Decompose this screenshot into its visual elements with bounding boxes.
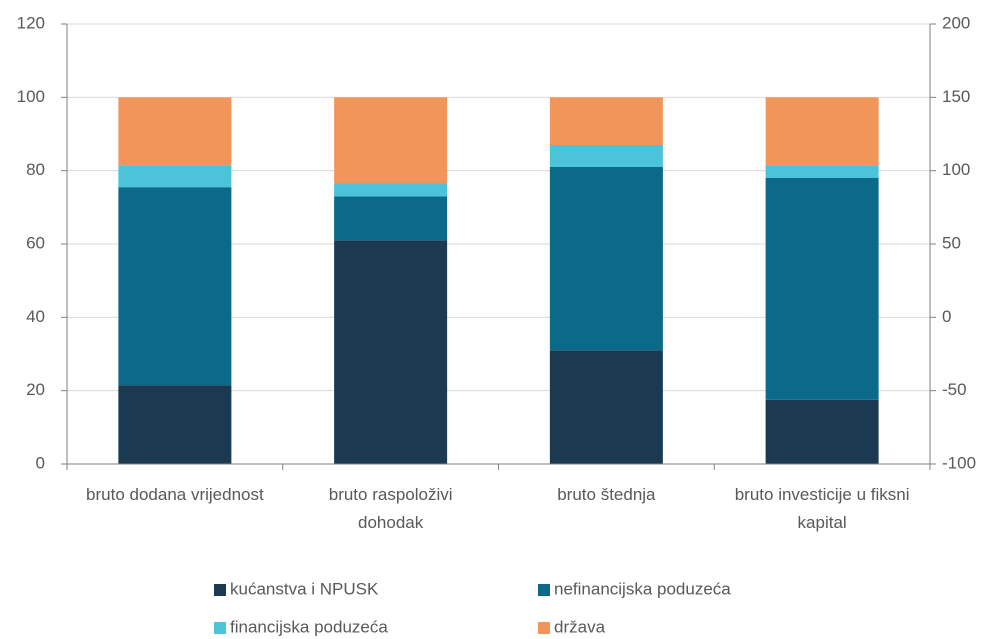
- bar-segment: [549, 145, 663, 167]
- bar-segment: [334, 97, 448, 184]
- y2-tick-label: 100: [942, 160, 970, 179]
- bar-segment: [118, 97, 232, 166]
- bar-segment: [334, 240, 448, 464]
- legend-swatch: [538, 622, 550, 634]
- y-tick-label: 120: [17, 13, 45, 32]
- bar-segment: [765, 178, 879, 400]
- bar-segment: [118, 165, 232, 188]
- y-tick-label: 20: [26, 380, 45, 399]
- y-tick-label: 100: [17, 87, 45, 106]
- y-tick-label: 0: [36, 453, 45, 472]
- y-tick-label: 60: [26, 233, 45, 252]
- bar-segment: [765, 399, 879, 464]
- legend-swatch: [214, 622, 226, 634]
- y-tick-label: 80: [26, 160, 45, 179]
- bar-segment: [118, 385, 232, 464]
- x-tick-label: bruto investicije u fiksni kapital: [734, 485, 910, 532]
- x-tick-label: bruto raspoloživi dohodak: [328, 485, 453, 532]
- x-tick-label: bruto štednja: [557, 485, 656, 504]
- y2-tick-label: 150: [942, 87, 970, 106]
- bar-segment: [549, 167, 663, 351]
- y2-tick-label: 200: [942, 13, 970, 32]
- bar-segment: [118, 187, 232, 386]
- bar-segment: [549, 350, 663, 464]
- y-tick-label: 40: [26, 307, 45, 326]
- y2-tick-label: 50: [942, 233, 961, 252]
- legend-label: država: [554, 617, 606, 636]
- bar-segment: [765, 165, 879, 178]
- y2-tick-label: -50: [942, 380, 967, 399]
- legend-label: nefinancijska poduzeća: [554, 579, 731, 598]
- legend-swatch: [538, 584, 550, 596]
- legend-label: financijska poduzeća: [230, 617, 388, 636]
- x-tick-label: bruto dodana vrijednost: [86, 485, 264, 504]
- bar-segment: [549, 97, 663, 145]
- y2-tick-label: -100: [942, 453, 976, 472]
- bar-segment: [334, 183, 448, 197]
- legend-label: kućanstva i NPUSK: [230, 579, 379, 598]
- bar-segment: [765, 97, 879, 166]
- y2-tick-label: 0: [942, 307, 951, 326]
- bar-segment: [334, 196, 448, 241]
- legend-swatch: [214, 584, 226, 596]
